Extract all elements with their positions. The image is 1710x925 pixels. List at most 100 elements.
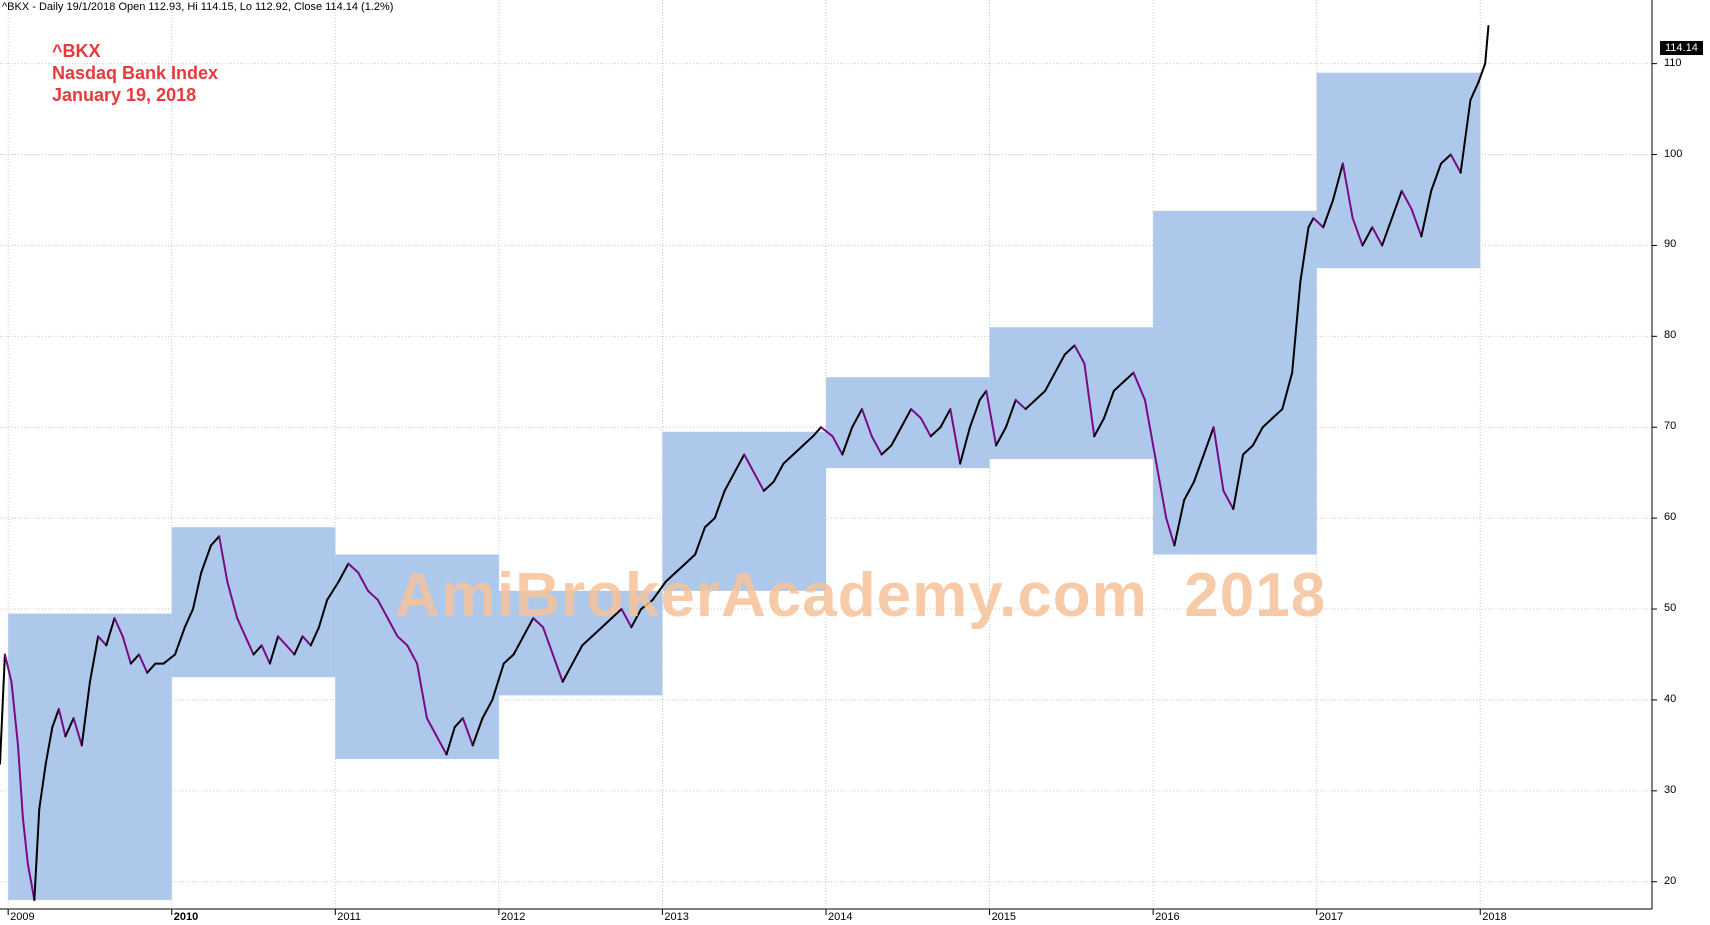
y-tick-label: 70 — [1664, 420, 1677, 433]
price-segment — [33, 808, 41, 901]
price-segment — [870, 435, 883, 456]
price-segment — [3, 653, 13, 683]
price-segment — [138, 653, 149, 674]
price-segment — [1242, 444, 1254, 456]
price-segment — [502, 653, 515, 665]
price-segment — [1034, 389, 1047, 401]
price-segment — [1014, 398, 1027, 411]
price-segment — [406, 644, 419, 665]
price-segment — [445, 726, 456, 756]
price-series — [0, 24, 1490, 901]
y-tick-label: 20 — [1664, 874, 1677, 887]
price-segment — [811, 426, 823, 438]
price-segment — [551, 653, 564, 683]
last-value-tag: 114.14 — [1660, 41, 1703, 55]
price-segment — [1053, 353, 1066, 374]
price-segment — [1430, 162, 1443, 192]
x-tick-label: 2009 — [10, 911, 35, 923]
price-segment — [1112, 380, 1125, 392]
price-segment — [841, 426, 854, 456]
price-segment — [851, 408, 863, 429]
price-segment — [753, 471, 765, 492]
price-segment — [453, 717, 464, 729]
price-segment — [121, 635, 132, 665]
price-segment — [860, 408, 873, 438]
price-segment — [561, 662, 574, 683]
price-segment — [57, 708, 67, 738]
price-segment — [1281, 371, 1294, 411]
price-segment — [1183, 480, 1196, 501]
price-segment — [1381, 217, 1393, 247]
price-segment — [461, 717, 474, 747]
price-segment — [435, 735, 448, 756]
price-segment — [1193, 453, 1205, 483]
price-segment — [1143, 398, 1158, 465]
price-segment — [1291, 280, 1302, 374]
price-segment — [1093, 417, 1106, 438]
price-segment — [326, 580, 340, 601]
price-segment — [1222, 489, 1235, 511]
price-segment — [268, 635, 280, 665]
range-box-2014 — [826, 377, 990, 469]
price-segment — [802, 435, 814, 447]
price-segment — [309, 626, 320, 647]
price-segment — [684, 553, 697, 565]
price-segment — [1251, 426, 1264, 447]
price-segment — [1261, 417, 1274, 429]
price-segment — [1351, 217, 1364, 247]
price-segment — [694, 526, 706, 556]
price-segment — [1155, 462, 1168, 520]
price-segment — [252, 644, 263, 656]
price-segment — [939, 408, 952, 429]
price-segment — [1122, 371, 1135, 383]
y-tick-label: 30 — [1664, 783, 1677, 796]
price-segment — [959, 426, 971, 465]
price-segment — [425, 717, 438, 738]
price-segment — [820, 426, 834, 438]
price-segment — [1361, 226, 1374, 247]
price-segment — [968, 398, 981, 429]
price-segment — [512, 635, 525, 656]
price-segment — [620, 608, 633, 629]
price-segment — [105, 617, 116, 647]
price-segment — [260, 644, 271, 665]
x-tick-label: 2013 — [664, 911, 689, 923]
price-segment — [1024, 398, 1037, 411]
price-segment — [277, 635, 288, 647]
price-segment — [386, 617, 399, 638]
price-segment — [1371, 226, 1384, 247]
range-box-2011 — [335, 554, 499, 760]
price-segment — [1299, 226, 1310, 283]
y-tick-label: 110 — [1664, 56, 1682, 69]
price-segment — [919, 417, 932, 438]
price-segment — [985, 389, 998, 447]
price-segment — [1103, 389, 1115, 420]
price-segment — [929, 426, 942, 438]
price-segment — [72, 717, 83, 747]
annotation-date: January 19, 2018 — [52, 85, 197, 105]
price-segment — [792, 444, 805, 456]
annotation-symbol: ^BKX — [52, 41, 101, 61]
price-segment — [1307, 217, 1315, 229]
price-segment — [64, 717, 75, 738]
price-segment — [10, 680, 19, 747]
price-segment — [900, 408, 913, 429]
price-segment — [1173, 498, 1186, 547]
price-segment — [396, 635, 409, 647]
price-segment — [1469, 80, 1480, 101]
price-segment — [723, 471, 736, 492]
price-segment — [416, 662, 428, 720]
price-segment — [782, 453, 795, 465]
price-segment — [1312, 217, 1325, 229]
price-segment — [713, 489, 726, 520]
x-tick-label: 2016 — [1155, 911, 1180, 923]
price-segment — [532, 617, 545, 629]
price-segment — [1459, 98, 1472, 174]
y-tick-label: 80 — [1664, 329, 1677, 342]
price-segment — [218, 535, 229, 583]
watermark: AmiBrokerAcademy.com 2018 — [395, 561, 1327, 630]
price-segment — [174, 626, 186, 656]
price-segment — [16, 744, 24, 820]
price-segment — [762, 480, 775, 492]
price-segment — [664, 571, 677, 583]
